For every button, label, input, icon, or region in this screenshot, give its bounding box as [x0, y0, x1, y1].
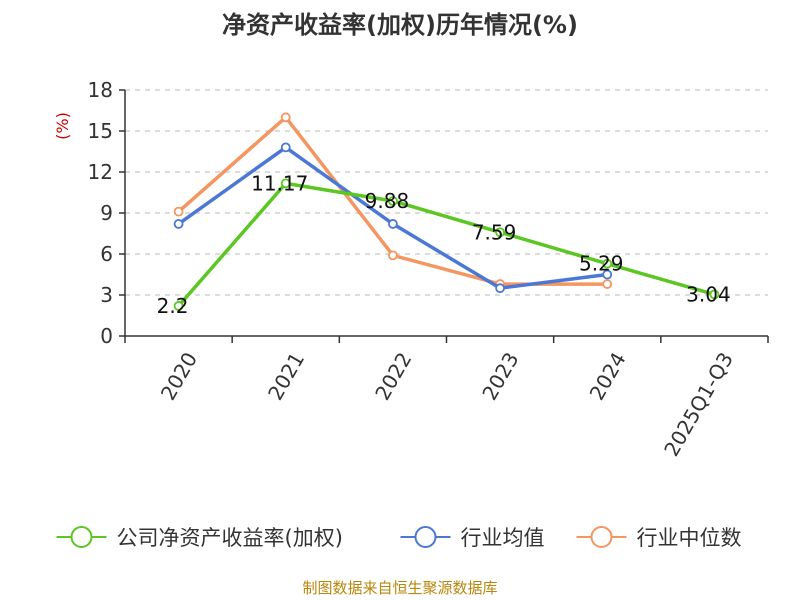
legend-item-2[interactable]: 行业中位数: [576, 526, 742, 550]
series-1-point-2024: [602, 269, 613, 280]
series-0: [173, 178, 720, 311]
y-axis-unit-label: (%): [53, 112, 72, 140]
y-tick-label-6: 6: [100, 242, 113, 266]
data-labels: 2.2 11.17 9.88 7.59 5.29 3.04: [157, 171, 731, 318]
series-lines: [173, 112, 720, 311]
legend-label-0: 公司净资产收益率(加权): [117, 526, 343, 550]
series-2-point-2022: [388, 250, 398, 261]
legend-marker-2: [590, 526, 613, 548]
series-2-point-2024: [602, 279, 613, 289]
y-tick-label-9: 9: [100, 201, 113, 225]
data-label-2024: 5.29: [579, 252, 624, 276]
series-1-point-2023: [495, 283, 505, 294]
legend-item-0[interactable]: 公司净资产收益率(加权): [56, 526, 343, 550]
legend-item-1[interactable]: 行业均值: [400, 526, 545, 550]
legend[interactable]: 公司净资产收益率(加权) 行业均值 行业中位数: [56, 526, 742, 550]
grid-lines: [125, 89, 768, 296]
series-2-point-2021: [280, 112, 291, 123]
axes: 0 3 6 9 12 15 18 2020 2021 2022 2023 2024 2025Q1-Q3: [88, 78, 769, 460]
series-0-point-2021: [280, 178, 291, 189]
y-tick-label-18: 18: [88, 78, 113, 102]
y-tick-label-12: 12: [88, 160, 113, 184]
legend-label-1: 行业均值: [461, 526, 545, 550]
series-0-line: [176, 181, 717, 308]
series-0-point-2023: [495, 227, 505, 238]
series-0-point-2022: [388, 196, 398, 206]
y-tick-label-0: 0: [100, 324, 113, 348]
x-tick-label-2025q1-q3: 2025Q1-Q3: [659, 348, 738, 460]
x-tick-label-2020: 2020: [156, 348, 202, 404]
series-2-point-2020: [173, 206, 184, 217]
data-label-2022: 9.88: [365, 189, 410, 213]
data-label-2023: 7.59: [472, 220, 517, 244]
y-tick-label-15: 15: [88, 119, 113, 143]
y-tick-label-3: 3: [100, 283, 113, 307]
series-1-point-2021: [280, 142, 291, 153]
x-tick-label-2021: 2021: [263, 348, 309, 404]
series-1: [173, 142, 613, 294]
data-label-2021: 11.17: [251, 171, 308, 195]
series-0-point-2024: [602, 258, 613, 269]
legend-label-2: 行业中位数: [637, 526, 742, 550]
x-tick-label-2023: 2023: [477, 348, 523, 404]
series-1-point-2022: [388, 219, 398, 229]
data-label-2025q1-q3: 3.04: [686, 282, 731, 306]
legend-marker-1: [414, 526, 437, 548]
series-0-point-2020: [173, 301, 184, 311]
chart-title: 净资产收益率(加权)历年情况(%): [222, 11, 578, 39]
legend-marker-0: [70, 526, 93, 548]
series-1-point-2020: [173, 219, 184, 229]
series-0-point-2025q1-q3: [709, 289, 720, 300]
data-label-2020: 2.2: [157, 294, 189, 318]
source-note: 制图数据来自恒生聚源数据库: [302, 579, 497, 597]
series-1-line: [176, 145, 609, 290]
x-tick-label-2024: 2024: [585, 348, 631, 404]
x-tick-label-2022: 2022: [370, 348, 416, 404]
